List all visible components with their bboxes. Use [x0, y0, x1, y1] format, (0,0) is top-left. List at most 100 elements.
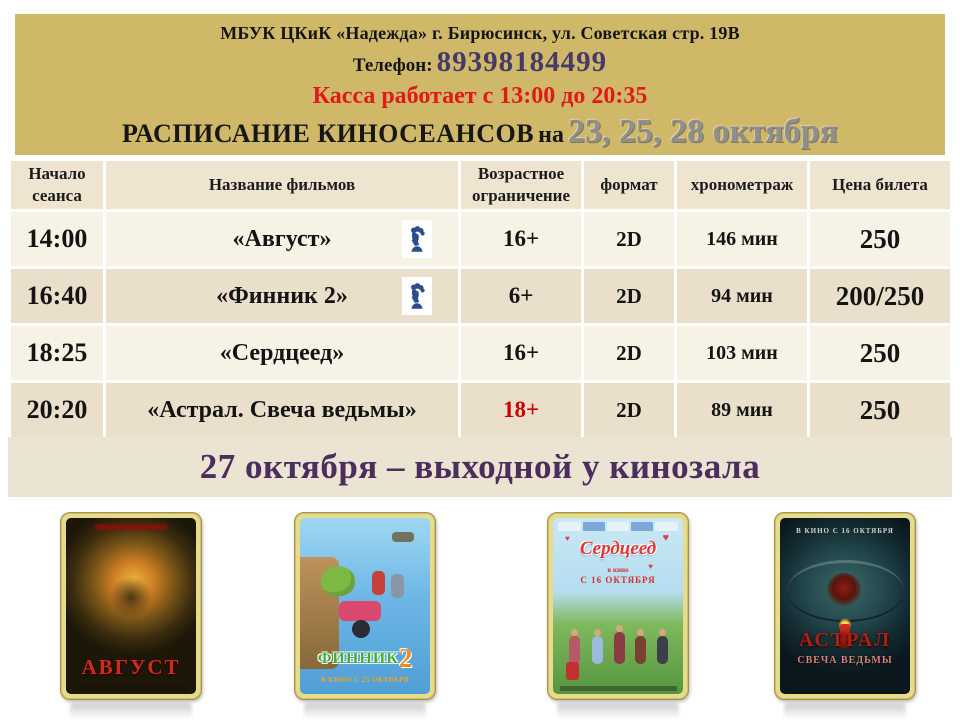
poster-release-date: в кино	[607, 566, 629, 574]
poster-title: АВГУСТ	[81, 655, 181, 679]
poster-release-date: в кино с 23 октября	[320, 676, 410, 684]
poster-frame: ФИННИК2 в кино с 23 октября	[294, 512, 436, 700]
poster-artwork-shape	[566, 661, 579, 680]
posters-row: АВГУСТ ФИННИК2 в к	[0, 497, 960, 720]
day-off-text: 27 октября – выходной у кинозала	[199, 447, 761, 486]
ticket-price: 250	[810, 383, 950, 437]
poster-artwork-shape	[826, 572, 861, 607]
heart-icon: ♥	[662, 532, 669, 544]
table-row: 14:00 «Август» 16+ 2D 146 мин 25	[11, 212, 950, 266]
film-title: «Финник 2»	[216, 282, 348, 309]
poster-title-group: ФИННИК2	[300, 643, 430, 674]
film-title: «Август»	[232, 225, 332, 252]
poster-august: АВГУСТ	[60, 512, 202, 720]
film-duration: 94 мин	[677, 269, 807, 323]
poster-subtitle: СВЕЧА ВЕДЬМЫ	[797, 655, 893, 666]
heart-icon: ♥	[648, 562, 653, 571]
poster-artwork-shape	[339, 600, 381, 621]
ticket-price: 250	[810, 212, 950, 266]
poster-astral: В КИНО С 16 ОКТЯБРЯ АСТРАЛ СВЕЧА ВЕДЬМЫ	[774, 512, 916, 720]
session-time: 16:40	[11, 269, 103, 323]
poster-frame: В КИНО С 16 ОКТЯБРЯ АСТРАЛ СВЕЧА ВЕДЬМЫ	[774, 512, 916, 700]
table-row: 16:40 «Финник 2» 6+ 2D 94 мин 20	[11, 269, 950, 323]
poster-artwork-shape	[592, 629, 603, 665]
poster-top-credits-bar	[558, 522, 678, 531]
poster-release-date: с 16 октября	[580, 575, 656, 585]
poster-top-credits-bar	[94, 524, 168, 530]
film-format: 2D	[584, 383, 674, 437]
film-duration: 146 мин	[677, 212, 807, 266]
poster-artwork-shape	[320, 565, 355, 596]
session-time: 18:25	[11, 326, 103, 380]
film-title-cell: «Финник 2»	[106, 269, 458, 323]
poster-reflection	[69, 703, 193, 720]
pushkin-card-icon	[402, 277, 432, 315]
film-title-cell: «Астрал. Свеча ведьмы»	[106, 383, 458, 437]
film-title: «Сердцеед»	[219, 339, 345, 366]
age-restriction: 18+	[461, 383, 581, 437]
poster-art-astral: В КИНО С 16 ОКТЯБРЯ АСТРАЛ СВЕЧА ВЕДЬМЫ	[780, 518, 910, 694]
poster-artwork-shape	[352, 620, 370, 639]
day-off-notice: 27 октября – выходной у кинозала	[8, 437, 952, 497]
poster-artwork-shape	[392, 532, 415, 543]
phone-number: 89398184499	[436, 46, 608, 78]
poster-art-serdceed: Сердцеед ♥ ♥ ♥ в кино с 16 октября	[553, 518, 683, 694]
film-format: 2D	[584, 269, 674, 323]
film-format: 2D	[584, 212, 674, 266]
film-duration: 89 мин	[677, 383, 807, 437]
col-header-duration: хронометраж	[677, 161, 807, 209]
poster-art-finnik: ФИННИК2 в кино с 23 октября	[300, 518, 430, 694]
heart-icon: ♥	[565, 534, 570, 543]
poster-reflection	[303, 703, 427, 720]
poster-reflection	[783, 703, 907, 720]
poster-title: ФИННИК	[317, 650, 399, 667]
poster-artwork-shape	[568, 629, 580, 665]
poster-credits-bar	[73, 686, 189, 691]
poster-artwork-shape	[634, 629, 646, 665]
age-restriction: 16+	[461, 212, 581, 266]
poster-frame: Сердцеед ♥ ♥ ♥ в кино с 16 октября	[547, 512, 689, 700]
header-banner: МБУК ЦКиК «Надежда» г. Бирюсинск, ул. Со…	[15, 14, 945, 155]
ticket-price: 250	[810, 326, 950, 380]
poster-finnik-2: ФИННИК2 в кино с 23 октября	[294, 512, 436, 720]
poster-artwork-shape	[614, 625, 626, 665]
poster-credits-bar	[559, 686, 677, 691]
age-restriction: 16+	[461, 326, 581, 380]
film-title-cell: «Сердцеед»	[106, 326, 458, 380]
phone-label: Телефон:	[352, 55, 433, 76]
poster-frame: АВГУСТ	[60, 512, 202, 700]
poster-title-number: 2	[398, 643, 413, 673]
schedule-dates: 23, 25, 28 октября	[567, 113, 838, 150]
poster-release-date: В КИНО С 16 ОКТЯБРЯ	[796, 527, 894, 535]
table-row: 20:20 «Астрал. Свеча ведьмы» 18+ 2D 89 м…	[11, 383, 950, 437]
table-header-row: Начало сеанса Название фильмов Возрастно…	[11, 161, 950, 209]
col-header-age-restriction: Возрастное ограничение	[461, 161, 581, 209]
age-restriction: 6+	[461, 269, 581, 323]
col-header-price: Цена билета	[810, 161, 950, 209]
showtimes-table: Начало сеанса Название фильмов Возрастно…	[8, 158, 953, 440]
poster-artwork-shape	[371, 570, 385, 595]
film-duration: 103 мин	[677, 326, 807, 380]
poster-title: АСТРАЛ	[798, 629, 892, 651]
session-time: 14:00	[11, 212, 103, 266]
poster-artwork-shape	[839, 624, 850, 649]
col-header-start-time: Начало сеанса	[11, 161, 103, 209]
poster-title: Сердцеед	[579, 538, 657, 559]
col-header-film-title: Название фильмов	[106, 161, 458, 209]
table-row: 18:25 «Сердцеед» 16+ 2D 103 мин 250	[11, 326, 950, 380]
ticket-price: 200/250	[810, 269, 950, 323]
session-time: 20:20	[11, 383, 103, 437]
poster-serdceed: Сердцеед ♥ ♥ ♥ в кино с 16 октября	[547, 512, 689, 720]
film-title: «Астрал. Свеча ведьмы»	[147, 396, 417, 423]
schedule-title: РАСПИСАНИЕ КИНОСЕАНСОВ	[122, 119, 535, 148]
col-header-format: формат	[584, 161, 674, 209]
schedule-on: на	[538, 122, 564, 148]
film-title-cell: «Август»	[106, 212, 458, 266]
poster-artwork-shape	[657, 629, 668, 665]
phone-line: Телефон: 89398184499	[15, 47, 945, 82]
poster-artwork-shape	[107, 577, 155, 617]
schedule-heading: РАСПИСАНИЕ КИНОСЕАНСОВ на 23, 25, 28 окт…	[15, 113, 945, 151]
cashdesk-hours: Касса работает с 13:00 до 20:35	[312, 83, 648, 109]
film-format: 2D	[584, 326, 674, 380]
